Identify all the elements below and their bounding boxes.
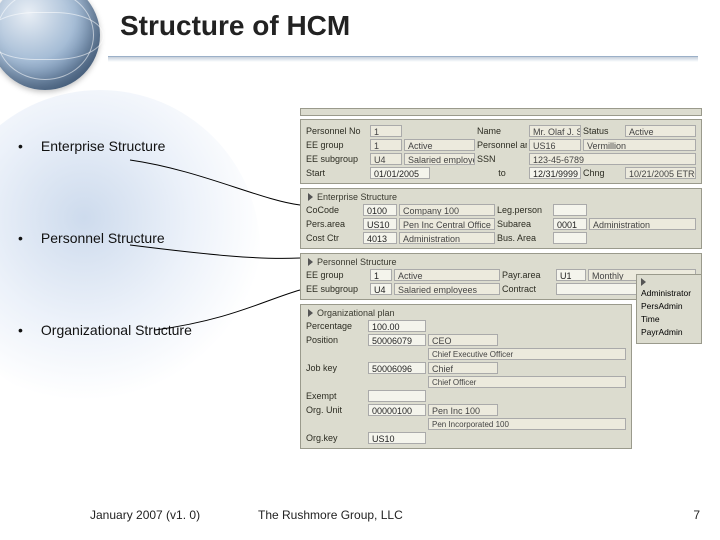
lbl-personnel-no: Personnel No xyxy=(306,126,368,136)
bullet-personnel: Personnel Structure xyxy=(18,230,278,246)
fld-personnel-no: 1 xyxy=(370,125,402,137)
panel-header: Personnel No 1 Name Mr. Olaf J. Stutes S… xyxy=(300,119,702,184)
footer-left: January 2007 (v1. 0) xyxy=(90,508,200,522)
footer: January 2007 (v1. 0) The Rushmore Group,… xyxy=(0,508,720,530)
panel-enterprise: Enterprise Structure CoCode 0100 Company… xyxy=(300,188,702,249)
slide-title: Structure of HCM xyxy=(120,10,350,42)
panel-admin-side: Administrator PersAdmin Time PayrAdmin xyxy=(636,274,702,344)
bullet-list: Enterprise Structure Personnel Structure… xyxy=(18,138,278,414)
title-divider xyxy=(108,56,698,62)
panel-org: Organizational plan Percentage 100.00 Po… xyxy=(300,304,632,449)
globe-graphic xyxy=(0,0,100,90)
bullet-enterprise: Enterprise Structure xyxy=(18,138,278,154)
footer-page: 7 xyxy=(693,508,700,522)
bullet-org: Organizational Structure xyxy=(18,322,278,338)
footer-center: The Rushmore Group, LLC xyxy=(258,508,403,522)
